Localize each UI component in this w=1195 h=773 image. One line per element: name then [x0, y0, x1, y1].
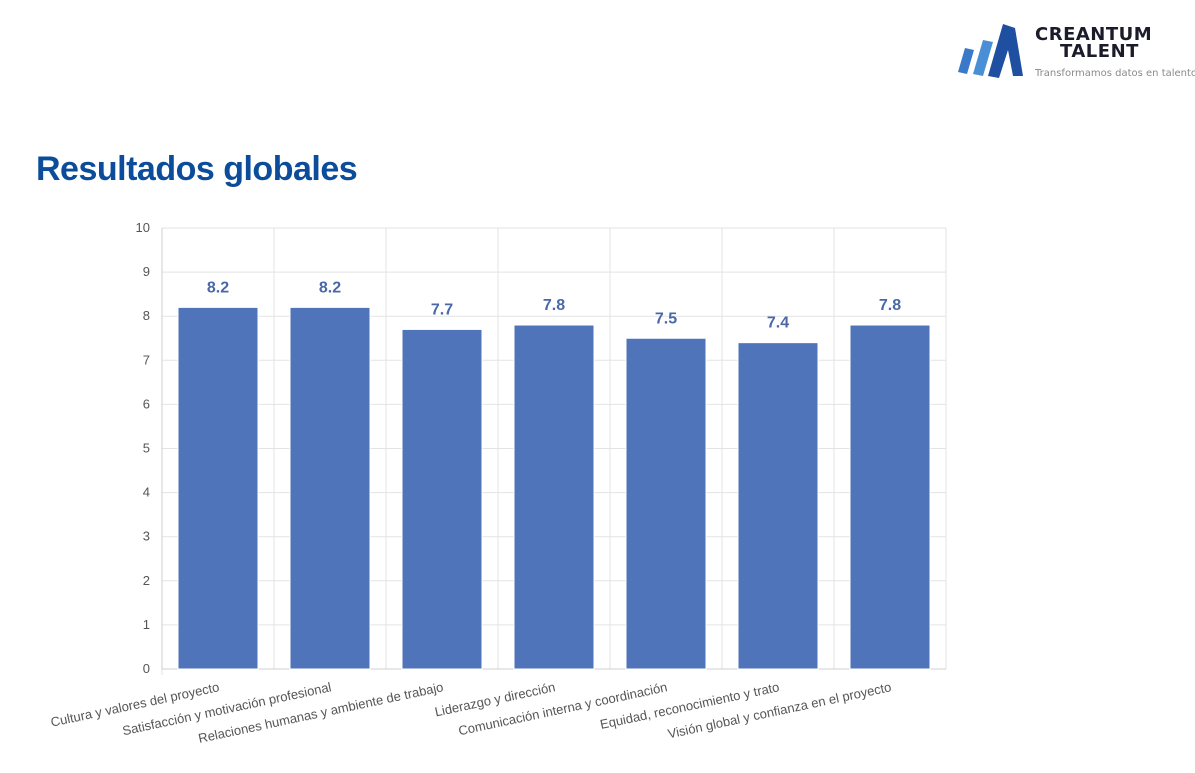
data-label: 7.5 [655, 310, 677, 327]
bar [513, 324, 595, 670]
brand-name-line1: CREANTUM [1035, 24, 1153, 45]
bar [625, 337, 707, 670]
data-label: 7.4 [767, 315, 789, 332]
y-tick-label: 6 [143, 396, 150, 411]
brand-logo: CREANTUM TALENT Transformamos datos en t… [955, 20, 1195, 82]
bar [737, 342, 819, 670]
brand-tagline: Transformamos datos en talento [1035, 68, 1195, 79]
data-label: 8.2 [319, 279, 341, 296]
y-tick-label: 9 [143, 264, 150, 279]
y-tick-label: 8 [143, 308, 150, 323]
y-tick-label: 4 [143, 485, 150, 500]
y-tick-label: 2 [143, 573, 150, 588]
y-tick-label: 10 [136, 220, 150, 235]
data-label: 8.2 [207, 279, 229, 296]
page-title: Resultados globales [36, 150, 358, 188]
bar [177, 306, 259, 670]
y-tick-label: 0 [143, 661, 150, 676]
y-tick-label: 7 [143, 352, 150, 367]
y-tick-label: 5 [143, 441, 150, 456]
creantum-logo-icon [958, 24, 1023, 78]
data-label: 7.7 [431, 301, 453, 318]
bar [849, 324, 931, 670]
brand-name-line2: TALENT [1060, 41, 1139, 62]
data-label: 7.8 [543, 297, 565, 314]
y-tick-label: 1 [143, 617, 150, 632]
bar [289, 306, 371, 670]
bar [401, 328, 483, 670]
data-label: 7.8 [879, 297, 901, 314]
y-tick-label: 3 [143, 529, 150, 544]
